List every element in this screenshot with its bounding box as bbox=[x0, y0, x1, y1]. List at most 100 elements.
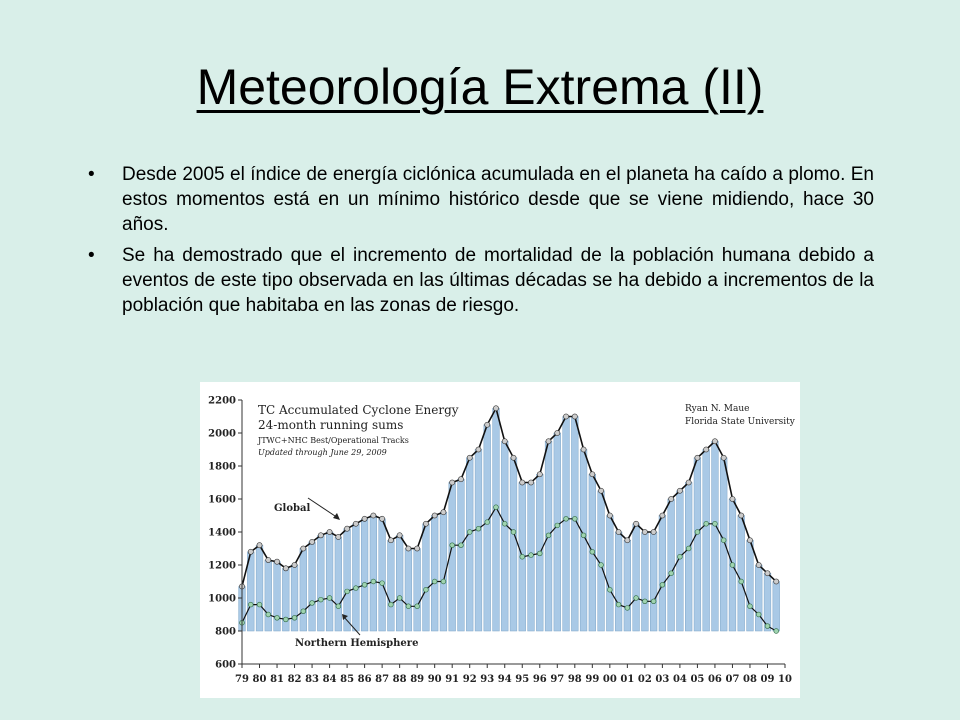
nh-point bbox=[405, 603, 412, 609]
global-point bbox=[344, 525, 350, 532]
nh-point bbox=[502, 521, 508, 527]
nh-point bbox=[519, 554, 525, 560]
x-tick-label: 85 bbox=[340, 674, 354, 685]
x-tick-label: 80 bbox=[253, 674, 267, 685]
x-tick-label: 03 bbox=[655, 674, 669, 685]
ace-bar bbox=[772, 581, 780, 632]
ace-bar bbox=[396, 535, 404, 632]
ace-bar bbox=[693, 457, 702, 632]
y-tick-label: 1000 bbox=[208, 594, 236, 605]
nh-point bbox=[326, 595, 333, 601]
chart-author: Ryan N. Maue bbox=[685, 404, 749, 414]
ace-bar bbox=[378, 518, 386, 632]
ace-bar bbox=[509, 457, 518, 632]
global-point bbox=[431, 512, 438, 519]
nh-point bbox=[467, 529, 473, 535]
x-tick-label: 06 bbox=[708, 674, 722, 685]
y-tick-label: 1800 bbox=[208, 462, 236, 473]
ace-bar bbox=[702, 449, 710, 632]
global-point bbox=[510, 454, 517, 461]
global-point bbox=[580, 446, 587, 453]
x-tick-label: 86 bbox=[358, 674, 372, 685]
nh-point bbox=[580, 532, 587, 539]
x-tick-label: 02 bbox=[638, 674, 652, 685]
ace-bar bbox=[685, 482, 693, 632]
x-tick-label: 93 bbox=[480, 674, 494, 685]
bullet-item: • Se ha demostrado que el incremento de m… bbox=[88, 243, 874, 318]
nh-point bbox=[414, 603, 420, 609]
ace-bar bbox=[360, 518, 369, 632]
x-tick-label: 89 bbox=[410, 674, 424, 685]
nh-point bbox=[554, 522, 560, 529]
nh-point bbox=[318, 596, 324, 603]
nh-point bbox=[379, 580, 385, 586]
global-point bbox=[449, 479, 456, 486]
nh-point bbox=[685, 545, 692, 552]
global-point bbox=[458, 476, 464, 483]
nh-point bbox=[248, 601, 254, 608]
global-point bbox=[414, 545, 421, 552]
nh-point bbox=[361, 582, 368, 588]
ace-chart: 600 800 1000 1200 1400 1600 1800 2000 2200 79 80 8… bbox=[200, 382, 800, 698]
area-fill-group bbox=[238, 408, 780, 632]
chart-updated: Updated through June 29, 2009 bbox=[258, 448, 387, 457]
ace-bar bbox=[606, 515, 614, 632]
ace-bar bbox=[325, 531, 334, 632]
global-point bbox=[571, 413, 578, 420]
ace-bar bbox=[369, 515, 377, 632]
ace-bar bbox=[255, 544, 264, 632]
nh-point bbox=[423, 587, 429, 593]
nh-point bbox=[694, 529, 701, 535]
slide-title: Meteorología Extrema (II) bbox=[196, 59, 764, 115]
nh-point bbox=[659, 582, 666, 588]
bullet-text: Desde 2005 el índice de energía ciclónic… bbox=[122, 164, 874, 235]
x-tick-label: 97 bbox=[550, 674, 564, 685]
global-point bbox=[615, 529, 622, 535]
bullet-list: • Desde 2005 el índice de energía ciclóni… bbox=[88, 162, 874, 324]
data-points-group bbox=[239, 405, 780, 634]
global-point bbox=[738, 512, 745, 519]
nh-point bbox=[650, 598, 657, 605]
y-tick-label: 1200 bbox=[208, 561, 236, 572]
global-point bbox=[633, 520, 640, 527]
x-tick-label: 98 bbox=[568, 674, 582, 685]
ace-bar bbox=[474, 449, 483, 632]
global-point bbox=[440, 509, 447, 516]
global-point bbox=[712, 438, 718, 445]
nh-point bbox=[624, 605, 631, 611]
x-tick-label: 00 bbox=[603, 674, 617, 685]
nh-point bbox=[747, 603, 753, 609]
global-point bbox=[326, 529, 333, 535]
nh-point bbox=[440, 578, 447, 585]
nh-point bbox=[563, 516, 569, 522]
global-point bbox=[519, 479, 526, 486]
annotation-global: Global bbox=[274, 503, 310, 514]
x-tick-group: 79 80 81 82 83 84 85 86 87 88 89 90 91 92 93 94 95 96 97 98… bbox=[235, 664, 792, 685]
x-tick-label: 94 bbox=[498, 674, 512, 685]
x-tick-label: 10 bbox=[778, 674, 792, 685]
global-point bbox=[747, 537, 753, 544]
global-point bbox=[589, 471, 596, 478]
bullet-dot: • bbox=[88, 245, 95, 266]
x-tick-label: 04 bbox=[673, 674, 687, 685]
x-tick-label: 05 bbox=[690, 674, 704, 685]
ace-bar bbox=[711, 441, 719, 632]
ace-bar bbox=[422, 523, 430, 632]
ace-bar bbox=[290, 564, 299, 632]
y-tick-label: 800 bbox=[215, 627, 236, 638]
x-tick-label: 83 bbox=[305, 674, 319, 685]
nh-point bbox=[431, 578, 438, 585]
nh-point bbox=[598, 562, 604, 568]
global-point bbox=[493, 405, 499, 412]
global-point bbox=[265, 557, 272, 563]
global-point bbox=[536, 471, 543, 478]
global-point bbox=[317, 532, 324, 539]
ace-bar bbox=[483, 424, 491, 632]
global-point bbox=[641, 529, 648, 535]
ace-bar bbox=[308, 541, 316, 632]
nh-point bbox=[396, 595, 403, 601]
y-tick-label: 2000 bbox=[208, 429, 236, 440]
nh-point bbox=[712, 521, 718, 527]
global-point bbox=[685, 479, 692, 486]
global-point bbox=[396, 532, 403, 539]
